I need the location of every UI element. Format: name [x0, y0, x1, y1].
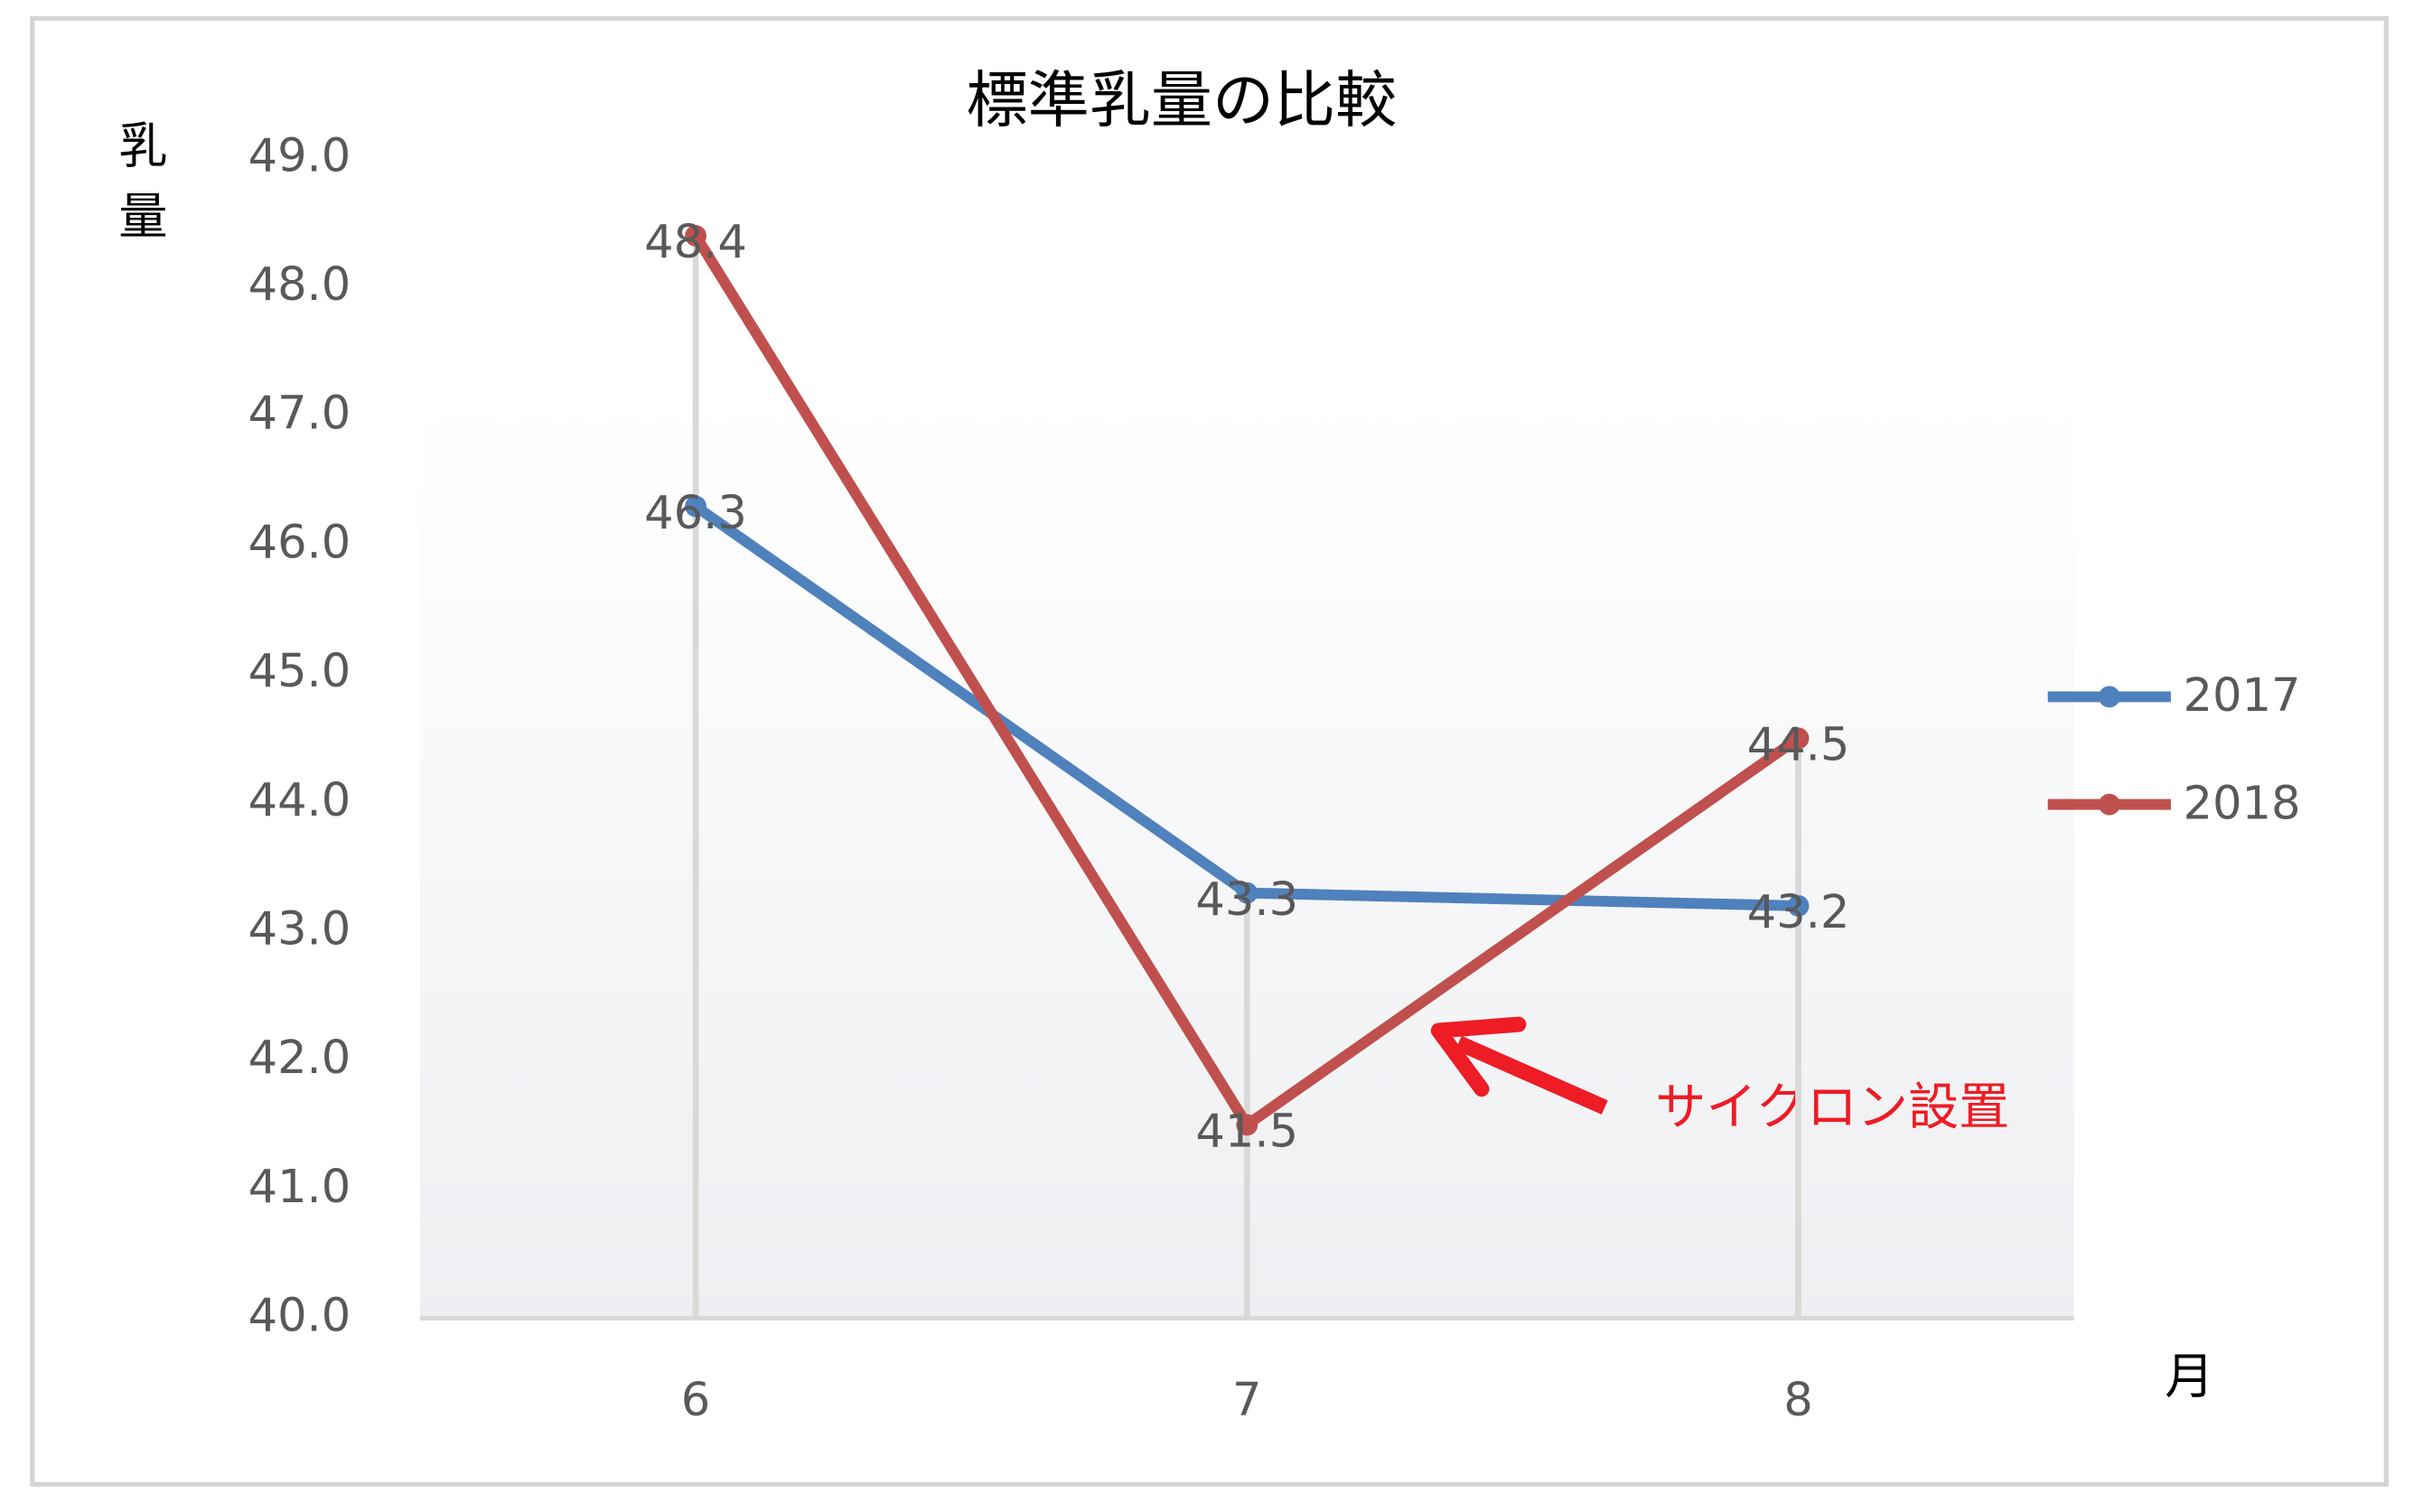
y-axis-label-char: 量 — [118, 188, 167, 246]
x-tick-label: 8 — [1783, 1374, 1812, 1427]
x-tick-label: 7 — [1232, 1374, 1262, 1427]
data-label: 43.2 — [1747, 886, 1850, 939]
legend-label: 2017 — [2184, 669, 2301, 723]
x-axis-label: 月 — [2165, 1348, 2213, 1405]
y-tick-label: 42.0 — [248, 1031, 351, 1085]
data-label: 43.3 — [1195, 873, 1298, 927]
x-tick-label: 6 — [681, 1374, 711, 1427]
y-tick-label: 46.0 — [248, 516, 351, 569]
y-axis-label: 乳量 — [118, 117, 167, 245]
data-label: 44.5 — [1747, 719, 1850, 772]
legend-marker — [2098, 793, 2120, 816]
y-tick-label: 44.0 — [248, 774, 351, 827]
point — [685, 225, 706, 247]
annotation: サイクロン設置 — [1655, 1078, 2009, 1137]
data-label: 48.4 — [644, 216, 747, 269]
y-axis-label-char: 乳 — [118, 117, 167, 174]
point — [1787, 727, 1810, 750]
y-tick-label: 47.0 — [248, 387, 351, 441]
chart-title: 標準乳量の比較 — [967, 65, 1398, 136]
data-label: 41.5 — [1195, 1106, 1298, 1159]
data-label: 46.3 — [644, 487, 747, 540]
point — [1236, 1114, 1258, 1136]
point — [685, 495, 706, 518]
point — [1236, 882, 1258, 904]
y-tick-label: 43.0 — [248, 902, 351, 956]
point — [1787, 894, 1810, 917]
y-tick-label: 45.0 — [248, 645, 351, 698]
legend-label: 2018 — [2184, 777, 2301, 830]
arrow-head — [1430, 1016, 1527, 1097]
y-tick-label: 49.0 — [248, 129, 351, 182]
legend-marker — [2098, 686, 2120, 708]
y-tick-label: 48.0 — [248, 258, 351, 312]
y-tick-label: 40.0 — [248, 1289, 351, 1342]
annotation-arrow — [1430, 1016, 1608, 1115]
y-tick-label: 41.0 — [248, 1161, 351, 1214]
arrow-shaft — [1455, 1035, 1608, 1115]
